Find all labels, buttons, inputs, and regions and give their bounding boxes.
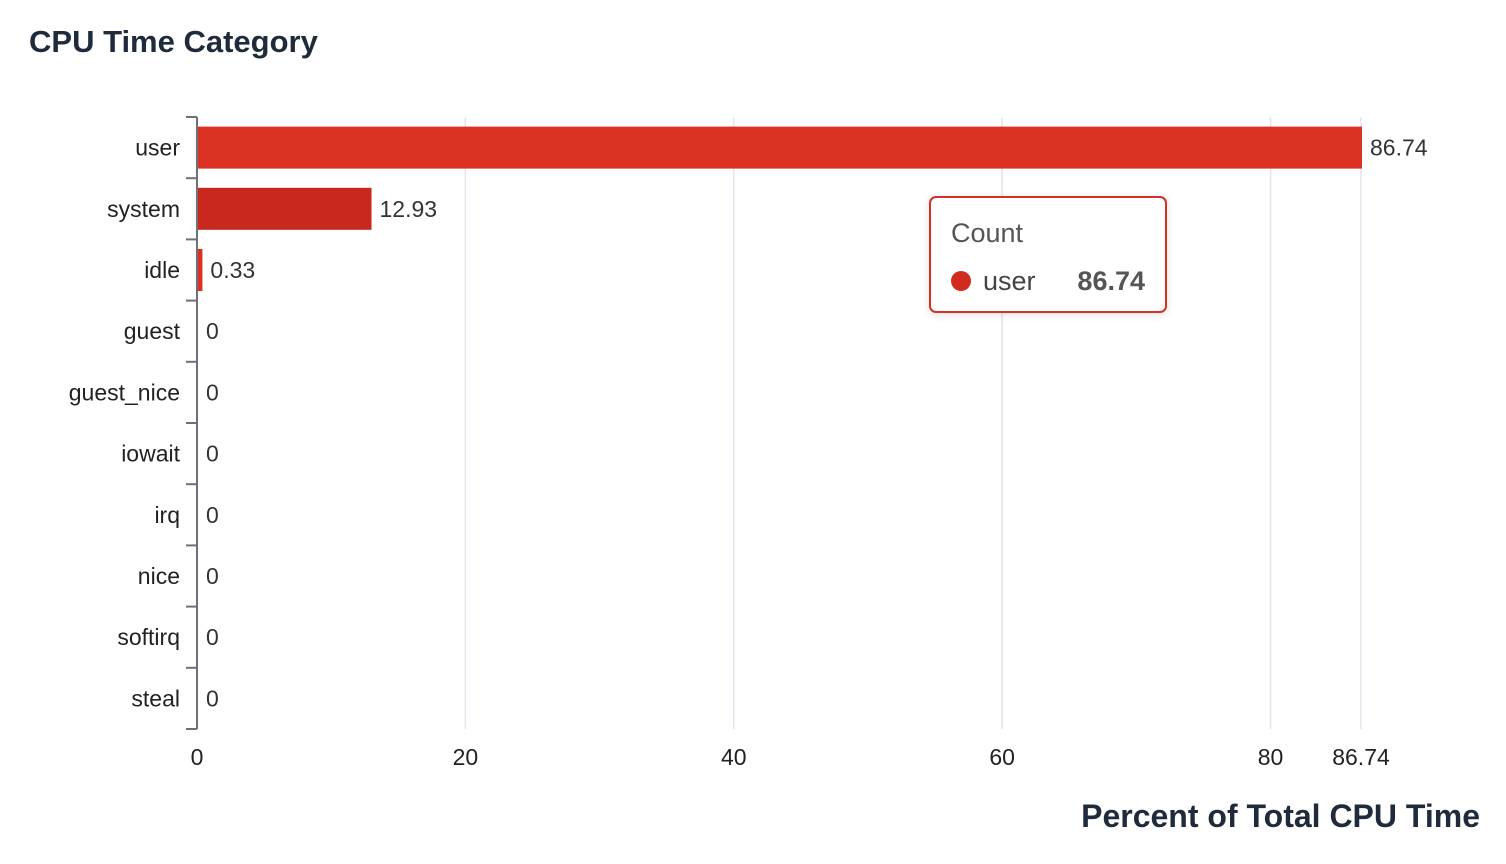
x-tick-label: 80 (1258, 744, 1284, 770)
category-label: guest_nice (69, 379, 180, 405)
category-label: user (135, 135, 180, 161)
value-label: 0 (206, 441, 219, 467)
category-label: nice (138, 563, 180, 589)
x-tick-label: 60 (989, 744, 1015, 770)
bar-user[interactable] (198, 126, 1362, 169)
tooltip: Count user 86.74 (929, 196, 1167, 313)
x-tick-label: 86.74 (1332, 744, 1390, 770)
gridlines (464, 117, 1362, 729)
tooltip-series-dot (951, 271, 971, 291)
value-label: 0 (206, 685, 219, 711)
tooltip-title: Count (951, 218, 1024, 248)
value-label: 0 (206, 379, 219, 405)
value-label: 86.74 (1370, 135, 1428, 161)
category-label: iowait (121, 441, 180, 467)
bars (198, 126, 1362, 291)
bar-idle[interactable] (198, 249, 203, 291)
category-label: irq (154, 502, 180, 528)
bar-system[interactable] (198, 187, 372, 230)
tooltip-value: 86.74 (1077, 266, 1145, 296)
category-label: idle (144, 257, 180, 283)
category-label: system (107, 196, 180, 222)
category-label: steal (131, 685, 180, 711)
labels: 0 20 40 60 80 86.74 user 86.74 system 12.93 idle 0.… (69, 135, 1428, 770)
value-label: 0 (206, 563, 219, 589)
value-label: 0.33 (210, 257, 255, 283)
category-label: guest (124, 318, 181, 344)
category-label: softirq (117, 624, 180, 650)
x-tick-label: 40 (721, 744, 747, 770)
x-tick-label: 20 (453, 744, 479, 770)
value-label: 0 (206, 318, 219, 344)
x-axis-title: Percent of Total CPU Time (1081, 798, 1480, 834)
chart-title: CPU Time Category (29, 24, 318, 59)
value-label: 0 (206, 502, 219, 528)
tooltip-series-name: user (983, 266, 1036, 296)
value-label: 12.93 (380, 196, 438, 222)
x-tick-label: 0 (191, 744, 204, 770)
value-label: 0 (206, 624, 219, 650)
axes (186, 116, 198, 730)
